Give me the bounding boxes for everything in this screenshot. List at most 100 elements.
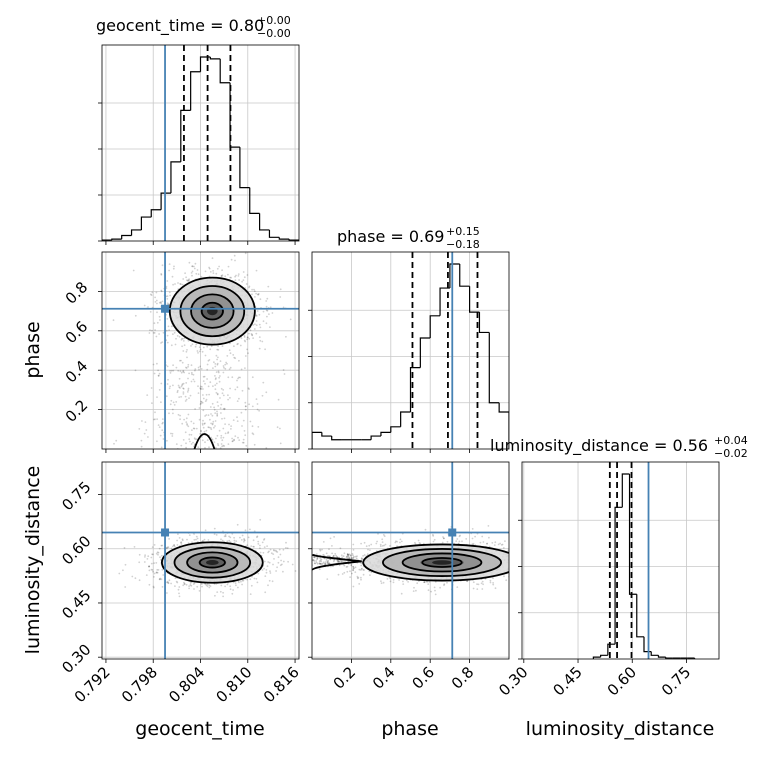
scatter-point [527,541,529,543]
scatter-point [261,340,264,343]
scatter-point [279,442,282,445]
scatter-point [184,400,187,402]
scatter-point [191,343,194,346]
scatter-point [213,426,215,429]
scatter-point [147,436,149,438]
scatter-point [182,393,185,395]
scatter-point [233,539,236,542]
scatter-point [152,585,155,588]
scatter-point [276,551,279,553]
scatter-point [158,301,161,304]
scatter-point [343,564,346,567]
scatter-point [206,345,209,348]
scatter-point [398,579,400,581]
scatter-point [209,348,212,351]
scatter-point [166,318,169,320]
scatter-point [177,413,180,416]
scatter-point [203,375,206,378]
scatter-point [161,341,164,343]
scatter-point [230,428,232,430]
scatter-point [113,442,115,445]
scatter-point [254,296,256,298]
scatter-point [183,337,186,340]
histogram-bin [628,474,637,595]
scatter-point [165,287,168,290]
scatter-point [511,562,513,564]
scatter-point [215,377,217,379]
scatter-point [247,352,249,355]
scatter-point [188,278,191,281]
scatter-point [157,553,159,556]
scatter-point [279,288,282,291]
scatter-point [203,538,206,541]
scatter-point [192,583,195,585]
scatter-point [322,561,325,564]
scatter-point [258,323,261,326]
scatter-point [276,426,279,429]
scatter-point [166,298,169,300]
scatter-point [253,577,256,580]
histogram-bin [409,367,421,412]
scatter-point [195,535,198,538]
scatter-point [219,447,222,449]
scatter-point [299,558,301,560]
scatter-point [256,535,259,538]
scatter-point [266,315,268,318]
scatter-point [224,367,227,370]
scatter-point [194,369,196,372]
scatter-point [118,572,121,575]
scatter-point [178,595,181,598]
scatter-point [326,562,329,564]
scatter-point [112,319,115,322]
scatter-point [221,439,224,442]
scatter-point [346,554,349,556]
scatter-point [252,539,255,542]
scatter-point [339,560,341,563]
scatter-point [233,536,236,539]
scatter-point [302,564,304,566]
scatter-point [336,559,339,562]
scatter-point [190,420,193,423]
scatter-point [153,576,155,578]
scatter-point [178,586,181,588]
scatter-point [474,535,476,538]
scatter-point [269,572,272,574]
scatter-point [143,432,146,435]
scatter-point [253,290,256,293]
scatter-point [265,447,268,449]
scatter-point [205,584,208,587]
scatter-point [190,371,193,374]
scatter-point [527,545,529,547]
scatter-point [214,425,216,427]
scatter-point [254,323,256,326]
scatter-point [329,555,331,558]
scatter-point [145,429,148,431]
scatter-point [172,283,175,286]
scatter-point [193,539,196,541]
scatter-point [159,319,161,321]
scatter-point [151,329,153,332]
scatter-point [194,345,197,348]
scatter-point [194,438,197,441]
scatter-point [191,541,193,544]
scatter-point [195,427,198,430]
scatter-point [325,552,328,555]
scatter-point [198,407,201,409]
scatter-point [159,301,162,303]
scatter-point [214,594,216,597]
scatter-point [261,394,264,397]
scatter-point [458,540,461,543]
histogram-bin [180,109,191,162]
scatter-point [520,568,522,570]
scatter-point [182,369,185,372]
scatter-point [176,335,179,337]
scatter-point [213,533,216,535]
scatter-point [215,391,218,394]
histogram-bin [331,436,342,441]
histogram-bin [190,71,201,111]
scatter-point [190,345,192,347]
scatter-point [256,293,259,296]
scatter-point [352,566,354,568]
scatter-point [199,403,202,406]
scatter-point [487,525,490,527]
